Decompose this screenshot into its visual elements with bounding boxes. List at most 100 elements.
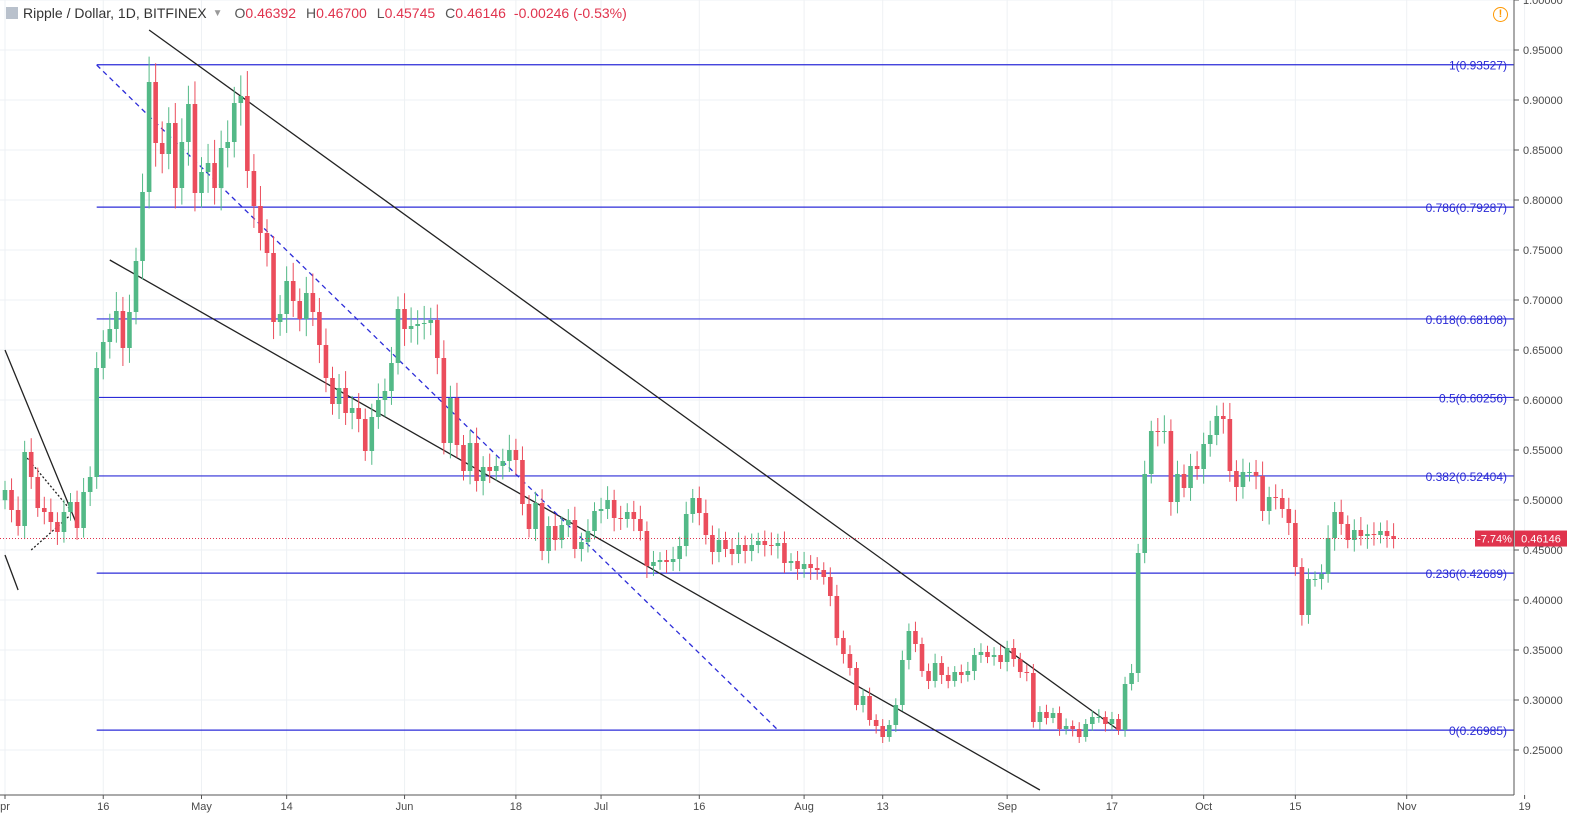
candle-body [670, 559, 676, 562]
price-tick-label: 0.25000 [1523, 745, 1563, 757]
candle-body [1279, 498, 1285, 509]
trend-lines[interactable] [4, 29, 1119, 791]
candle-body [742, 545, 748, 551]
candle-body [474, 443, 479, 481]
candle-body [297, 301, 303, 319]
candle-body [1162, 431, 1167, 432]
fib-level-label: 1(0.93527) [1449, 59, 1507, 73]
candle-body [133, 261, 139, 312]
candle-body [1024, 672, 1030, 673]
candle-body [546, 526, 551, 551]
time-tick-label: Nov [1397, 801, 1417, 813]
candle-body [1017, 659, 1023, 672]
close-value: 0.46146 [455, 5, 506, 21]
candle-body [513, 450, 519, 460]
price-tick-label: 0.95000 [1523, 45, 1563, 57]
candle-body [290, 281, 296, 301]
candle-body [461, 445, 466, 471]
candle-body [585, 531, 591, 542]
candle-body [939, 663, 944, 675]
candle-body [985, 652, 990, 657]
low-label: L [376, 5, 385, 21]
candle-body [100, 342, 106, 368]
candle-body [362, 419, 368, 451]
candle-body [893, 705, 899, 725]
price-tick-label: 0.85000 [1523, 145, 1563, 157]
candle-body [369, 417, 375, 451]
candle-body [212, 163, 217, 188]
candle-body [441, 358, 447, 443]
chevron-down-icon[interactable]: ▼ [212, 7, 223, 19]
symbol-logo-icon [6, 7, 18, 19]
candle-body [317, 312, 322, 345]
price-tick-label: 0.90000 [1523, 95, 1563, 107]
candle-body [1325, 538, 1331, 574]
price-tick-label: 0.30000 [1523, 695, 1563, 707]
candle-body [376, 400, 381, 417]
candle-body [415, 324, 420, 326]
candle-body [507, 450, 512, 461]
time-tick-label: 18 [510, 801, 522, 813]
candle-body [435, 320, 440, 358]
candle-body [1358, 530, 1364, 536]
trend-line[interactable] [30, 514, 71, 551]
candle-body [860, 696, 866, 705]
candle-body [74, 502, 80, 528]
candle-body [1122, 684, 1128, 730]
candle-body [1384, 531, 1390, 536]
candle-body [1083, 724, 1089, 737]
candle-body [841, 638, 846, 654]
candle-body [762, 541, 768, 545]
candle-body [1365, 534, 1370, 536]
price-tick-label: 0.75000 [1523, 245, 1563, 257]
candle-body [42, 508, 47, 512]
candle-body [114, 311, 119, 329]
candle-body [1201, 444, 1206, 469]
candle-body [559, 525, 565, 540]
low-value: 0.45745 [384, 5, 436, 21]
candle-body [1050, 713, 1056, 718]
candle-body [225, 142, 230, 148]
candle-body [1338, 512, 1344, 524]
last-price-tag [1515, 530, 1567, 547]
candle-body [729, 549, 735, 554]
candle-body [382, 391, 388, 400]
candle-body [1391, 536, 1396, 539]
warning-circle-icon[interactable]: ! [1493, 7, 1508, 22]
candle-body [1148, 431, 1154, 474]
trend-line[interactable] [4, 554, 19, 591]
candle-body [166, 123, 172, 154]
high-value: 0.46700 [316, 5, 367, 21]
candle-body [1135, 553, 1141, 673]
candle-body [716, 540, 722, 552]
symbol-title[interactable]: Ripple / Dollar, 1D, BITFINEX [23, 5, 207, 21]
candle-body [159, 143, 165, 154]
candle-body [1332, 512, 1337, 538]
fibonacci-retracement[interactable]: 1(0.93527) 0.786(0.79287) 0.618(0.68108) 0.… [96, 59, 1514, 738]
price-tick-label: 0.45000 [1523, 545, 1563, 557]
candle-body [1214, 416, 1220, 435]
time-tick-label: 16 [97, 801, 109, 813]
trend-line[interactable] [4, 349, 78, 526]
candle-body [919, 644, 925, 671]
candle-body [1273, 497, 1278, 498]
time-axis[interactable]: pr 16 May 14 Jun 18 Jul 16 Aug 13 Sep 17 Oct 15 Nov 19 [0, 794, 1531, 813]
time-tick-label: Jun [396, 801, 414, 813]
candle-body [886, 725, 892, 737]
candle-body [271, 253, 276, 322]
candle-body [1227, 419, 1233, 471]
trend-line[interactable] [96, 64, 779, 731]
candle-body [1175, 474, 1180, 502]
candle-body [1247, 472, 1252, 473]
candle-body [1234, 471, 1239, 487]
candle-body [697, 498, 702, 513]
candle-body [926, 671, 931, 681]
candle-body [1188, 466, 1193, 488]
candle-body [402, 309, 407, 329]
fib-level-label: 0(0.26985) [1449, 724, 1507, 738]
price-axis[interactable]: 1.00000 0.95000 0.90000 0.85000 0.80000 0.750… [1513, 0, 1563, 795]
candle-body [153, 82, 158, 143]
candle-body [245, 96, 250, 171]
trend-line[interactable] [148, 29, 1119, 731]
